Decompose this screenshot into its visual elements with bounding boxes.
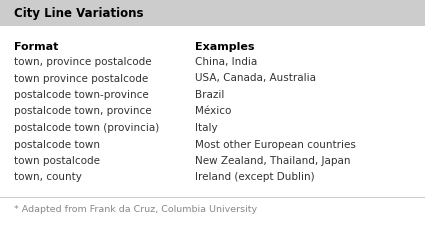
Text: USA, Canada, Australia: USA, Canada, Australia xyxy=(195,74,316,83)
Text: town postalcode: town postalcode xyxy=(14,156,100,166)
Text: postalcode town (provincia): postalcode town (provincia) xyxy=(14,123,159,133)
Text: Most other European countries: Most other European countries xyxy=(195,140,356,149)
Text: town, province postalcode: town, province postalcode xyxy=(14,57,152,67)
Text: Examples: Examples xyxy=(195,42,255,52)
Text: China, India: China, India xyxy=(195,57,257,67)
Text: Format: Format xyxy=(14,42,58,52)
Text: México: México xyxy=(195,106,231,117)
Text: Brazil: Brazil xyxy=(195,90,224,100)
Text: town, county: town, county xyxy=(14,173,82,182)
Text: * Adapted from Frank da Cruz, Columbia University: * Adapted from Frank da Cruz, Columbia U… xyxy=(14,205,257,214)
Bar xyxy=(0,0,425,26)
Text: town province postalcode: town province postalcode xyxy=(14,74,148,83)
Text: New Zealand, Thailand, Japan: New Zealand, Thailand, Japan xyxy=(195,156,351,166)
Text: postalcode town-province: postalcode town-province xyxy=(14,90,149,100)
Text: City Line Variations: City Line Variations xyxy=(14,7,144,20)
Text: Ireland (except Dublin): Ireland (except Dublin) xyxy=(195,173,314,182)
Text: Italy: Italy xyxy=(195,123,218,133)
Text: postalcode town, province: postalcode town, province xyxy=(14,106,152,117)
Text: postalcode town: postalcode town xyxy=(14,140,100,149)
